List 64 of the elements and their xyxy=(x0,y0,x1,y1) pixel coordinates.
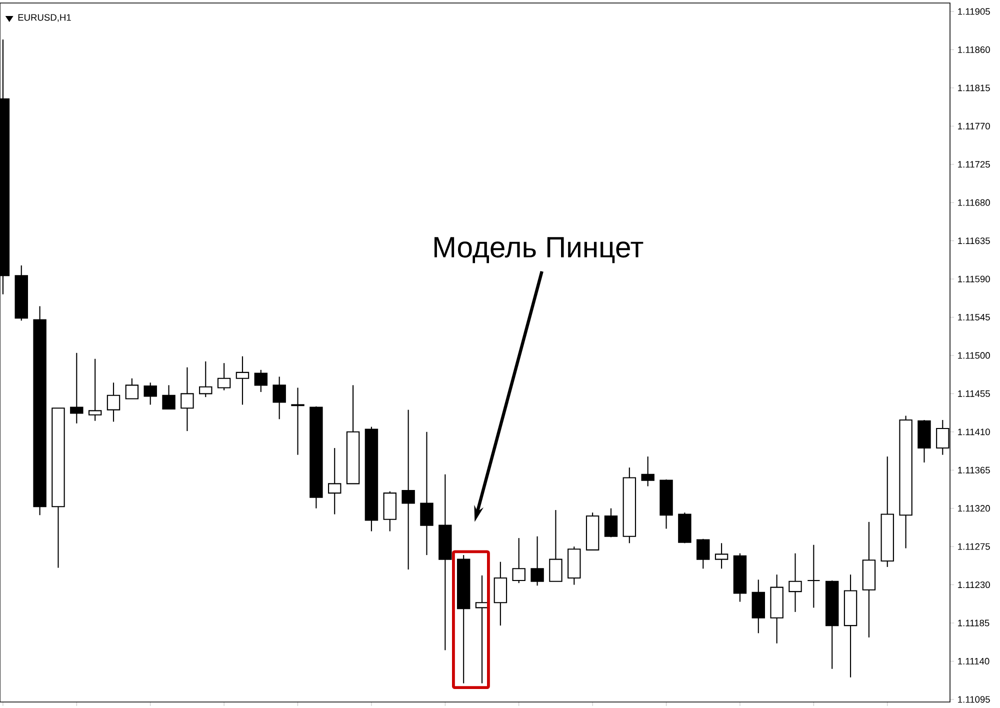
candlestick xyxy=(844,574,858,678)
candlestick xyxy=(660,478,673,530)
candlestick xyxy=(586,512,600,550)
candlestick xyxy=(33,306,46,516)
y-tick-label: 1.11860 xyxy=(958,46,990,53)
candlestick xyxy=(346,384,360,484)
candlestick xyxy=(180,366,194,432)
candlestick xyxy=(420,431,434,556)
candlestick xyxy=(807,544,820,608)
candlestick xyxy=(622,467,636,544)
candlestick xyxy=(862,521,876,638)
y-tick-label: 1.11095 xyxy=(958,696,990,703)
candlestick xyxy=(88,358,102,422)
candlestick xyxy=(568,546,581,586)
y-tick-label: 1.11770 xyxy=(958,122,990,130)
candlestick xyxy=(696,538,710,570)
candlestick xyxy=(310,406,323,509)
text: EURUSD,H1 xyxy=(18,14,71,22)
y-tick-label: 1.11455 xyxy=(958,390,990,397)
candlestick xyxy=(438,474,452,651)
candlestick xyxy=(770,574,784,644)
y-tick-label: 1.11500 xyxy=(958,352,990,359)
candlestick xyxy=(125,378,139,400)
candlestick xyxy=(70,352,84,424)
candlestick xyxy=(733,552,747,602)
y-tick-label: 1.11680 xyxy=(958,199,990,206)
candlestick xyxy=(217,362,231,391)
annotation: Модель Пинцет xyxy=(434,237,644,264)
candlestick xyxy=(272,376,286,420)
candlestick xyxy=(918,419,931,463)
candlestick xyxy=(199,360,212,398)
y-tick-label: 1.11185 xyxy=(958,620,990,626)
candlestick xyxy=(364,426,378,532)
candlestick xyxy=(402,409,415,570)
candlestick xyxy=(752,579,766,634)
y-tick-label: 1.11725 xyxy=(958,161,990,168)
candlestick xyxy=(512,538,526,584)
candlestick xyxy=(788,552,802,612)
candlestick xyxy=(52,408,65,568)
candlestick xyxy=(494,561,508,626)
y-tick-label: 1.11905 xyxy=(958,8,990,15)
y-tick-label: 1.11545 xyxy=(958,314,990,320)
candlestick xyxy=(106,382,120,422)
candlestick xyxy=(714,542,728,570)
y-tick-label: 1.11320 xyxy=(958,505,990,512)
candlestick xyxy=(144,382,157,406)
candlestick xyxy=(549,510,562,582)
candlestick xyxy=(254,369,268,393)
y-tick-label: 1.11635 xyxy=(958,238,990,244)
candlestick xyxy=(236,356,250,406)
candlestick xyxy=(456,554,470,684)
y-tick-label: 1.11140 xyxy=(958,658,990,664)
candlestick xyxy=(162,384,176,410)
candlestick xyxy=(14,264,28,322)
y-tick-label: 1.11590 xyxy=(958,276,990,282)
candlestick xyxy=(880,456,894,568)
candlestick xyxy=(291,387,304,456)
y-tick-label: 1.11410 xyxy=(958,428,990,436)
y-tick-label: 1.11365 xyxy=(958,466,990,474)
y-tick-label: 1.11230 xyxy=(958,581,990,588)
candlestick xyxy=(328,447,342,515)
y-tick-label: 1.11815 xyxy=(958,84,990,92)
candlestick xyxy=(825,580,839,670)
y-tick-label: 1.11275 xyxy=(958,543,990,550)
